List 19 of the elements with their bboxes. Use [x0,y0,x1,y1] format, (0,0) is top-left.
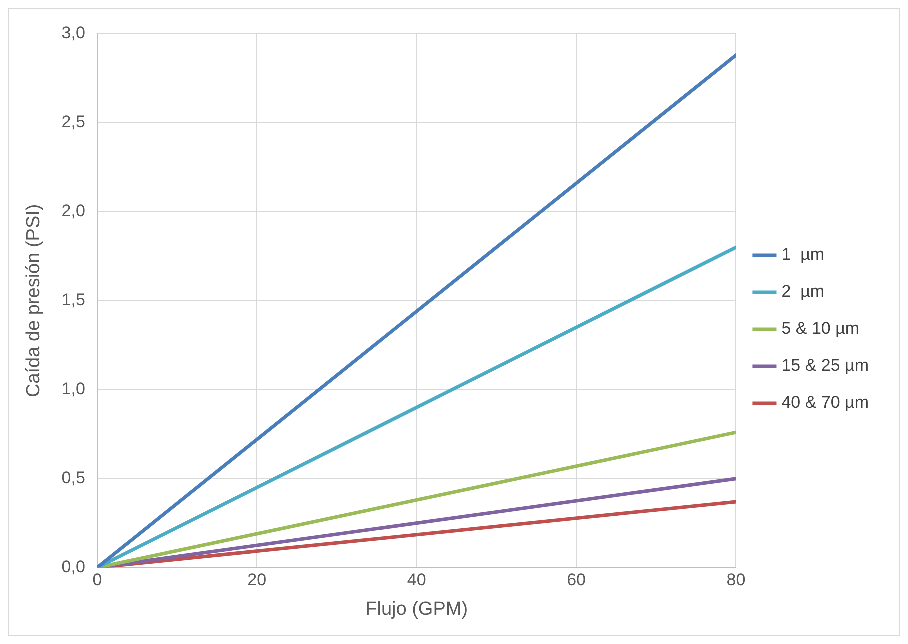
legend-label: 1 µm [782,245,825,264]
legend-label: 40 & 70 µm [782,393,870,412]
legend-label: 15 & 25 µm [782,356,870,376]
x-tick-label: 40 [407,570,426,590]
y-axis-title: Caída de presión (PSI) [24,204,45,398]
x-axis-title: Flujo (GPM) [366,598,468,620]
x-tick-label: 0 [92,570,102,590]
y-tick-label: 0,0 [62,557,86,576]
y-tick-label: 3,0 [62,24,86,43]
y-tick-label: 0,5 [62,468,86,488]
legend-label: 5 & 10 µm [782,319,860,338]
y-tick-label: 1,5 [62,290,86,310]
x-tick-label: 20 [248,570,267,590]
x-tick-label: 80 [726,570,746,590]
y-tick-label: 1,0 [62,380,86,399]
y-tick-label: 2,5 [62,112,86,132]
legend-label: 2 µm [782,282,825,302]
y-tick-label: 2,0 [62,202,86,221]
x-tick-label: 60 [567,570,586,590]
